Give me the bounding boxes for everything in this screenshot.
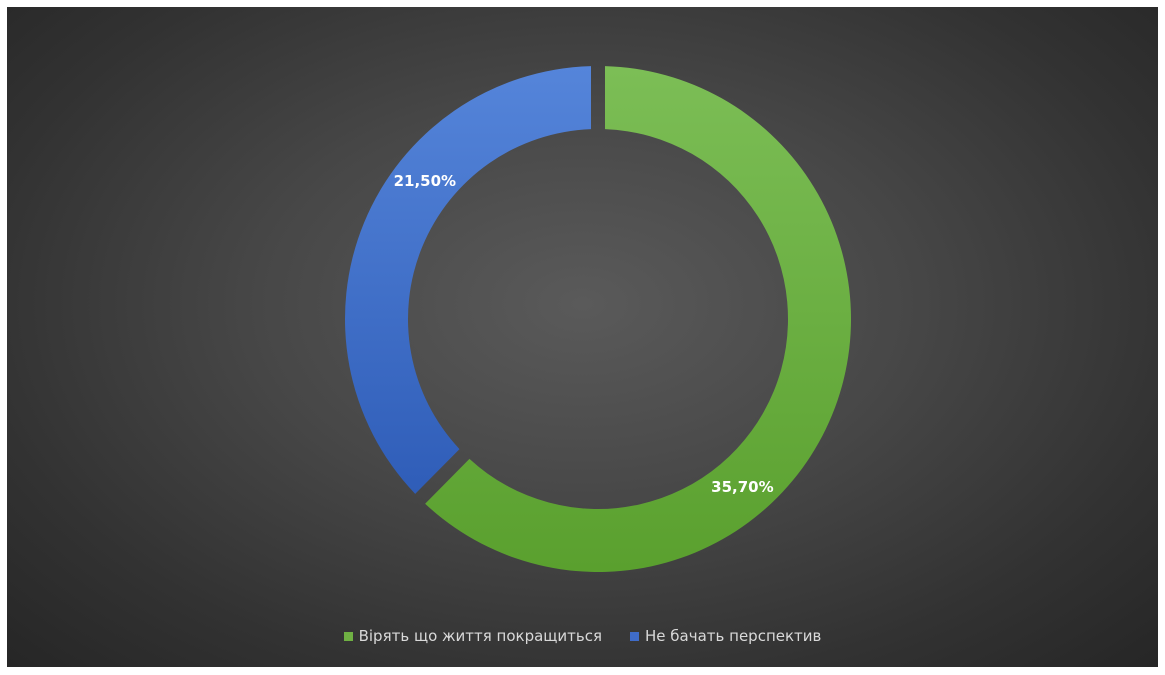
slice-no-perspective	[345, 66, 592, 494]
legend-swatch-green	[343, 631, 353, 641]
legend-label: Не бачать перспектив	[645, 627, 822, 645]
legend-entry-believe: Вірять що життя покращиться	[343, 627, 603, 645]
chart-legend: Вірять що життя покращиться Не бачать пе…	[7, 627, 1158, 645]
doughnut-chart: 35,70% 21,50%	[345, 66, 851, 572]
legend-swatch-blue	[630, 631, 640, 641]
data-label-no-perspective: 21,50%	[394, 172, 456, 190]
legend-entry-no-perspective: Не бачать перспектив	[630, 627, 821, 645]
chart-area: 35,70% 21,50% Вірять що життя покращиться…	[7, 7, 1158, 667]
slice-believe	[425, 66, 851, 572]
data-label-believe: 35,70%	[711, 478, 773, 496]
legend-label: Вірять що життя покращиться	[358, 627, 603, 645]
